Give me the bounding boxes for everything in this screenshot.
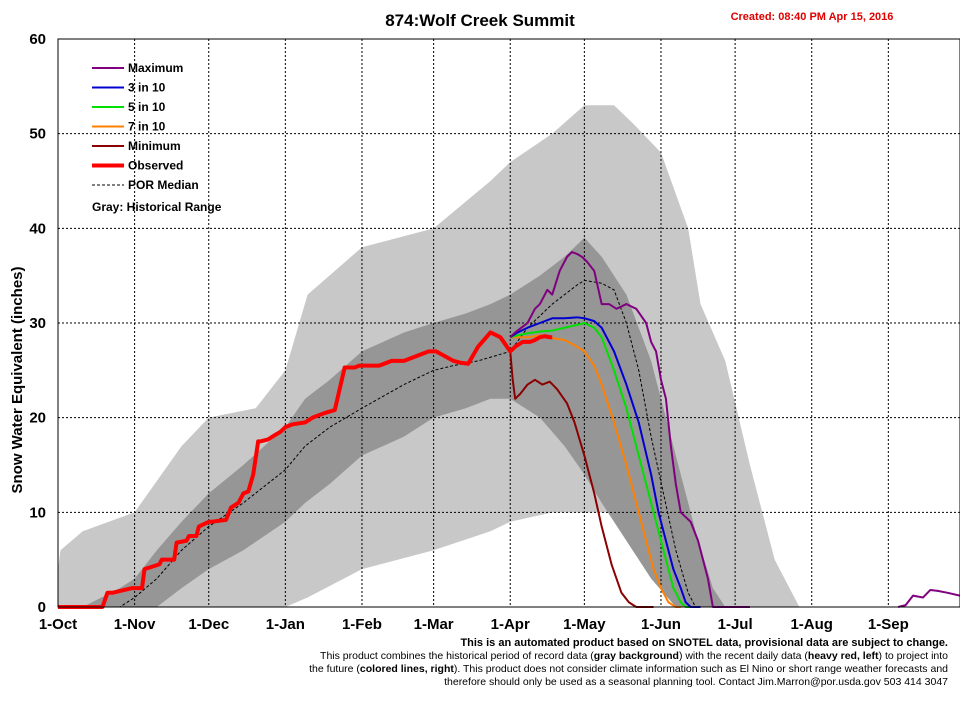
created-timestamp: Created: 08:40 PM Apr 15, 2016 <box>731 11 894 23</box>
legend-label: 3 in 10 <box>128 81 166 95</box>
y-tick-label: 40 <box>29 220 46 237</box>
y-axis-ticks: 0 10 20 30 40 50 60 <box>29 31 46 616</box>
x-tick-label: 1-Jun <box>641 616 681 633</box>
x-tick-label: 1-Jan <box>266 616 305 633</box>
y-axis-label: Snow Water Equivalent (inches) <box>9 267 26 494</box>
series-observed <box>58 330 553 609</box>
x-tick-label: 1-Nov <box>114 616 156 633</box>
plot-border <box>57 38 960 608</box>
x-axis-ticks: 1-Oct 1-Nov 1-Dec 1-Jan 1-Feb 1-Mar 1-Apr 1-May… <box>39 616 909 633</box>
legend-note: Gray: Historical Range <box>92 200 222 214</box>
gridlines <box>58 39 960 607</box>
series-3-in-10 <box>509 316 701 608</box>
chart-title: 874:Wolf Creek Summit <box>385 11 575 30</box>
x-tick-label: 1-Feb <box>342 616 382 633</box>
footer-description: This product combines the historical per… <box>309 650 948 688</box>
x-tick-label: 1-Apr <box>491 616 530 633</box>
y-tick-label: 10 <box>29 504 46 521</box>
legend: Maximum 3 in 10 5 in 10 7 in 10 Minimum Obser… <box>92 61 222 214</box>
x-tick-label: 1-Dec <box>188 616 229 633</box>
footer-disclaimer: This is an automated product based on SN… <box>460 637 948 649</box>
x-tick-label: 1-May <box>563 616 606 633</box>
series-late-season-trace <box>897 588 960 608</box>
legend-label: POR Median <box>128 178 199 192</box>
x-tick-label: 1-Mar <box>414 616 454 633</box>
legend-label: Observed <box>128 159 183 173</box>
legend-label: 5 in 10 <box>128 100 166 114</box>
x-tick-label: 1-Jul <box>718 616 753 633</box>
y-tick-label: 30 <box>29 315 46 332</box>
x-tick-label: 1-Oct <box>39 616 77 633</box>
y-tick-label: 0 <box>38 599 46 616</box>
x-tick-label: 1-Aug <box>790 616 833 633</box>
y-tick-label: 50 <box>29 126 46 143</box>
y-tick-label: 20 <box>29 410 46 427</box>
y-tick-label: 60 <box>29 31 46 48</box>
x-tick-label: 1-Sep <box>868 616 909 633</box>
legend-label: Maximum <box>128 61 183 75</box>
series-por-median <box>58 279 706 608</box>
series-5-in-10 <box>509 322 691 608</box>
legend-label: Minimum <box>128 139 181 153</box>
legend-label: 7 in 10 <box>128 120 166 134</box>
